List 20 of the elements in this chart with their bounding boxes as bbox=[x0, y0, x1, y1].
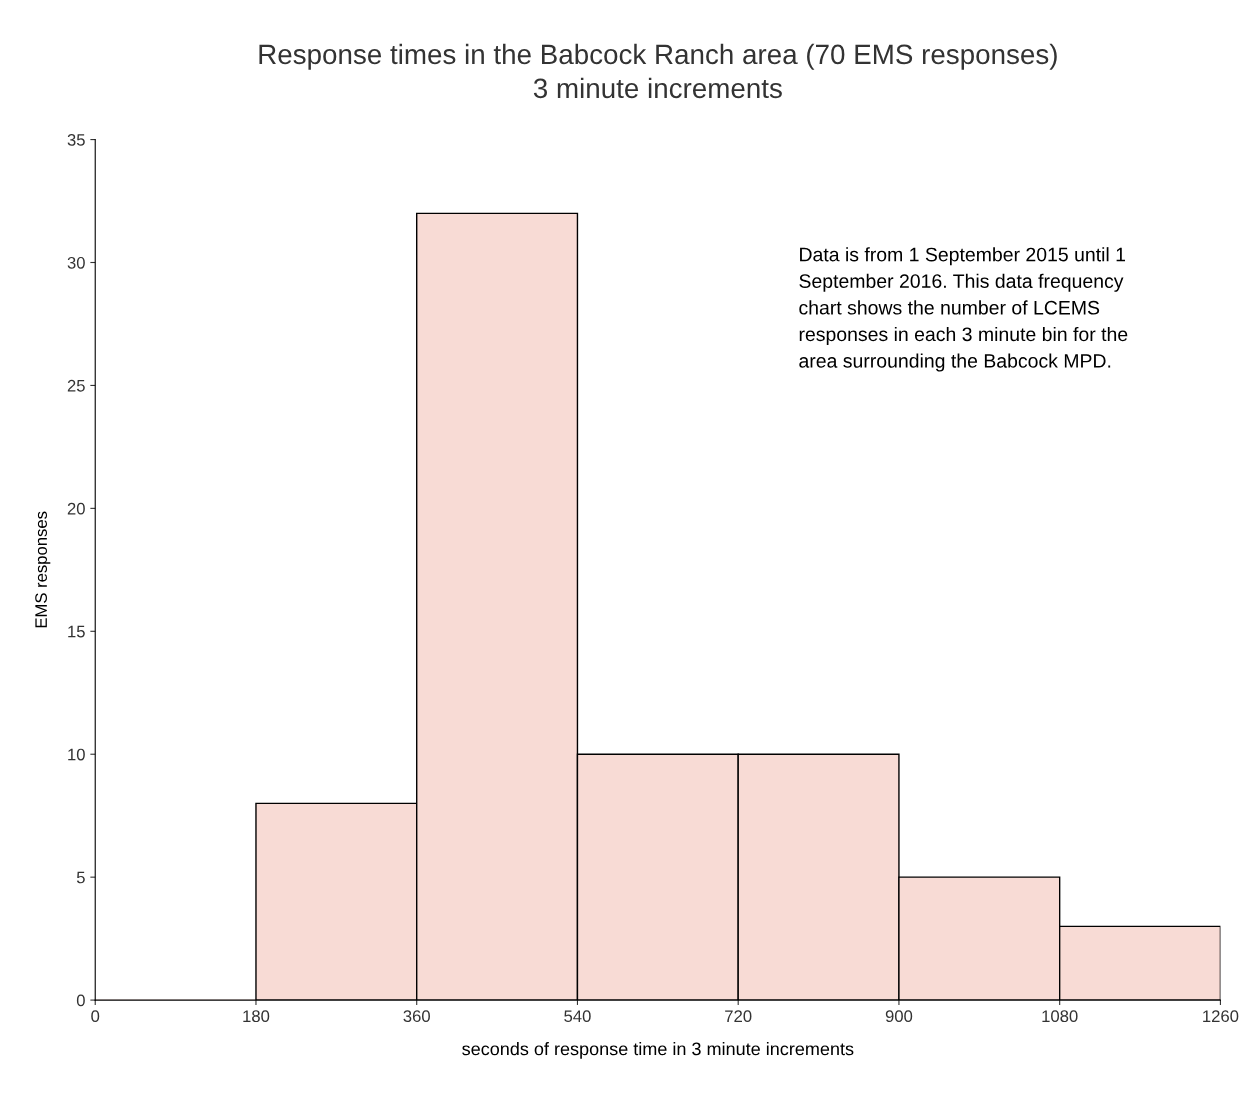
y-tick-label: 0 bbox=[76, 994, 85, 1007]
y-tick-label: 10 bbox=[68, 748, 85, 761]
x-axis-title: seconds of response time in 3 minute increments bbox=[462, 1042, 854, 1059]
y-tick-label: 20 bbox=[67, 502, 85, 515]
chart-title: Response times in the Babcock Ranch area (70 EMS responses) 3 minute increments bbox=[259, 43, 1057, 99]
x-tick-label: 540 bbox=[564, 1010, 591, 1023]
y-tick-label: 5 bbox=[76, 871, 85, 884]
y-tick-label: 15 bbox=[68, 625, 85, 638]
x-tick-label: 0 bbox=[91, 1010, 100, 1023]
x-tick-label: 360 bbox=[403, 1010, 430, 1023]
y-tick-label: 25 bbox=[67, 379, 85, 392]
y-tick-label: 35 bbox=[67, 133, 85, 146]
x-tick-label: 1080 bbox=[1042, 1010, 1078, 1023]
x-tick-label: 180 bbox=[243, 1010, 270, 1023]
y-axis-title: EMS responses bbox=[35, 511, 51, 628]
x-tick-label: 720 bbox=[725, 1010, 752, 1023]
y-tick-label: 30 bbox=[67, 256, 85, 269]
x-tick-label: 1260 bbox=[1203, 1010, 1239, 1023]
annotation: Data is from 1 September 2015 until 1 September 2016. This data frequency chart shows the number of LCEMS responses in each 3 minute bin for the area surrounding the Babcock MPD. bbox=[799, 247, 1128, 372]
x-tick-label: 900 bbox=[885, 1010, 913, 1023]
